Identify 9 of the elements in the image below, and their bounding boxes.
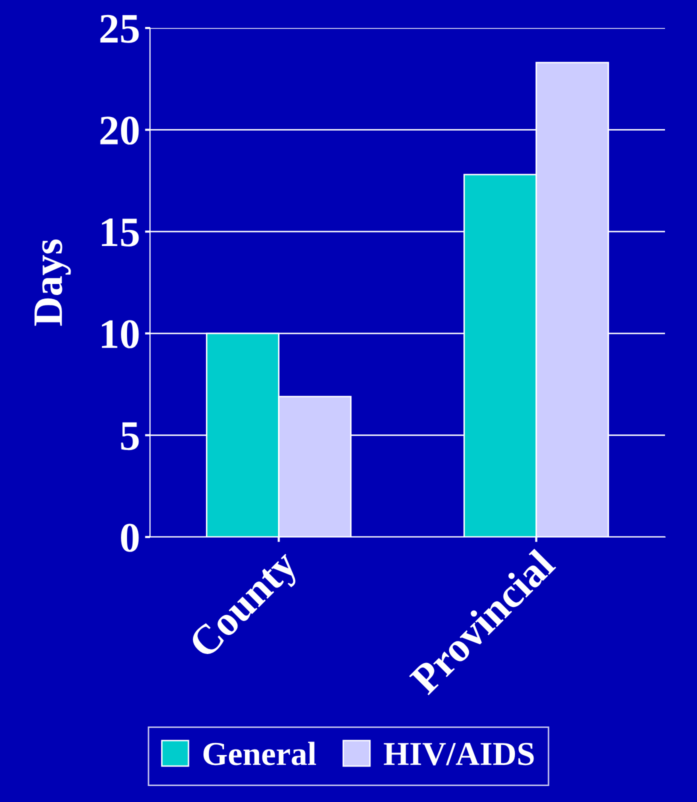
y-axis-title: Days [34, 240, 71, 326]
y-tick-label: 15 [102, 218, 139, 246]
y-tick-label: 20 [100, 116, 139, 145]
y-tick-label: 5 [121, 422, 139, 450]
y-tick-label: 25 [100, 14, 139, 43]
legend-label: General [203, 742, 316, 766]
y-tick-label: 10 [102, 320, 139, 348]
legend-label: HIV/AIDS [384, 742, 534, 766]
y-tick-label: 0 [121, 524, 139, 552]
